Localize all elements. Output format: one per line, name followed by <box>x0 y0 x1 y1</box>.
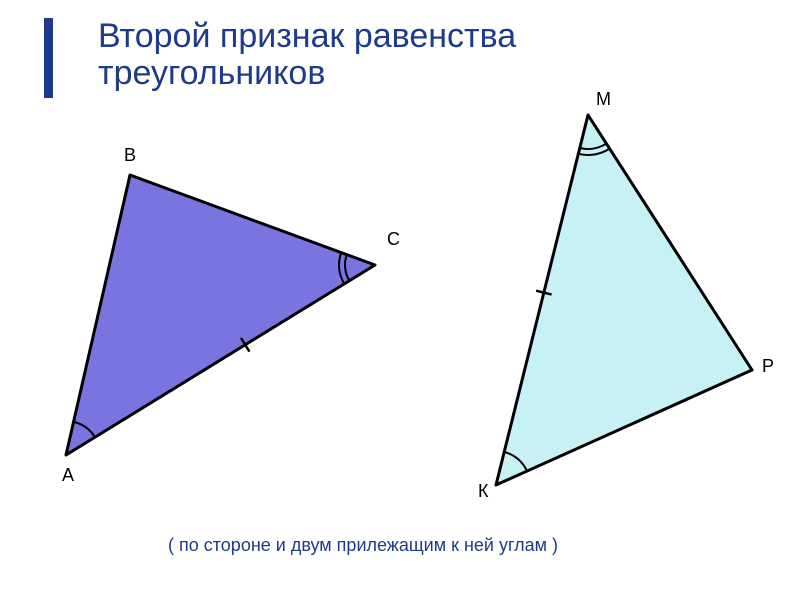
label-P: Р <box>762 356 774 377</box>
label-B: В <box>124 145 136 166</box>
triangle_left-polygon <box>66 175 375 455</box>
label-K: К <box>478 481 489 502</box>
slide-root: { "title": "Второй признак равенства тре… <box>0 0 800 600</box>
triangle_right-polygon <box>496 115 752 485</box>
label-C: С <box>387 229 400 250</box>
label-M: М <box>596 89 611 110</box>
geometry-canvas <box>0 0 800 600</box>
label-A: А <box>62 465 74 486</box>
